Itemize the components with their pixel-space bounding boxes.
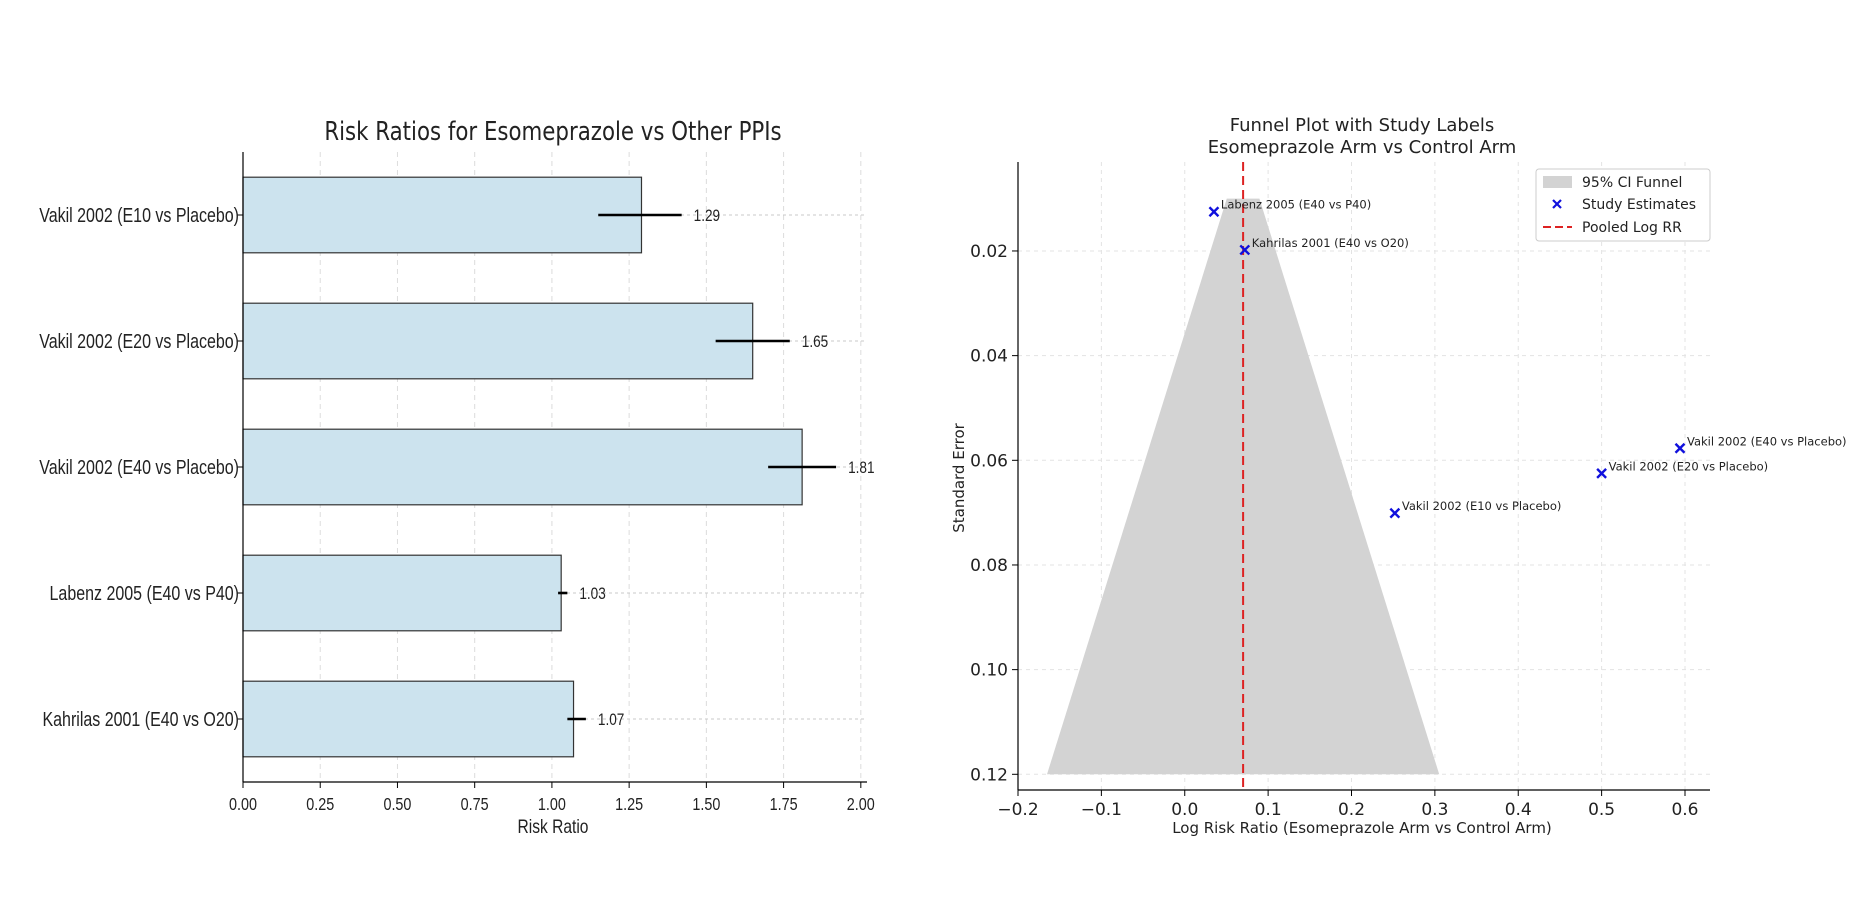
bar	[242, 428, 803, 506]
legend-label-points: Study Estimates	[1582, 197, 1696, 213]
legend-label-pooled: Pooled Log RR	[1582, 220, 1682, 236]
funnel-points: Labenz 2005 (E40 vs P40) Kahrilas 2001 (E…	[1208, 198, 1847, 519]
bar-value-label: 1.65	[802, 333, 828, 352]
marker-stroke	[1239, 244, 1251, 256]
funnel-title-line-2: Esomeprazole Arm vs Control Arm	[1208, 137, 1517, 158]
funnel-plot: Funnel Plot with Study Labels Esomeprazo…	[950, 115, 1847, 837]
funnel-y-tick-label: 0.10	[970, 661, 1008, 681]
bar-chart: 1.29 1.65 1.81 1.03 1.07 0.00 0.25 0.50 0.75 1.0…	[39, 116, 875, 837]
study-label: Vakil 2002 (E10 vs Placebo)	[1402, 499, 1562, 513]
bar-x-tick-label: 0.75	[461, 795, 489, 815]
bar-x-tick-label: 0.50	[383, 795, 411, 815]
study-estimate-marker	[1239, 244, 1251, 256]
bar-category-label: Vakil 2002 (E40 vs Placebo)	[39, 456, 239, 478]
funnel-x-tick-label: 0.5	[1588, 800, 1615, 820]
funnel-y-axis-label: Standard Error	[950, 422, 968, 532]
funnel-x-tick-label: 0.6	[1671, 800, 1698, 820]
funnel-x-tick-label: −0.2	[997, 800, 1038, 820]
bar-chart-title: Risk Ratios for Esomeprazole vs Other PP…	[324, 116, 781, 147]
bar-value-label: 1.03	[579, 585, 605, 604]
bar-x-tick-label: 2.00	[847, 795, 875, 815]
study-label: Labenz 2005 (E40 vs P40)	[1221, 198, 1371, 212]
study-estimate-marker	[1208, 206, 1220, 218]
funnel-legend: 95% CI Funnel Study Estimates Pooled Log…	[1535, 168, 1711, 242]
marker-stroke	[1389, 507, 1401, 519]
funnel-x-tick-label: 0.3	[1421, 800, 1448, 820]
bar-x-tick-label: 1.50	[692, 795, 720, 815]
funnel-y-tick-label: 0.12	[970, 765, 1008, 785]
funnel-axes: −0.2 −0.1 0.0 0.1 0.2 0.3 0.4 0.5 0.6 0.02 0.04 0.0…	[970, 162, 1710, 820]
funnel-x-tick-label: 0.1	[1255, 800, 1282, 820]
funnel-y-tick-label: 0.02	[970, 242, 1008, 262]
funnel-x-tick-label: 0.2	[1338, 800, 1365, 820]
marker-stroke	[1596, 468, 1607, 479]
legend-frame	[1535, 168, 1711, 242]
legend-swatch-points	[1552, 199, 1562, 209]
funnel-x-axis-label: Log Risk Ratio (Esomeprazole Arm vs Cont…	[1172, 819, 1552, 837]
bar-x-axis-label: Risk Ratio	[518, 816, 589, 838]
bar	[242, 554, 562, 632]
bar-category-label: Vakil 2002 (E20 vs Placebo)	[39, 330, 239, 352]
funnel-y-tick-label: 0.04	[970, 347, 1008, 367]
study-estimate-marker	[1389, 507, 1401, 519]
funnel-x-tick-label: 0.0	[1171, 800, 1198, 820]
bar-category-label: Kahrilas 2001 (E40 vs O20)	[42, 708, 239, 730]
legend-label-funnel: 95% CI Funnel	[1582, 175, 1682, 191]
marker-stroke	[1674, 442, 1686, 454]
study-label: Vakil 2002 (E40 vs Placebo)	[1687, 434, 1847, 448]
funnel-y-tick-label: 0.06	[970, 451, 1008, 471]
bar-x-tick-label: 1.75	[770, 795, 798, 815]
bar-value-label: 1.07	[598, 711, 624, 730]
legend-swatch-funnel	[1543, 176, 1572, 188]
bar-value-label: 1.81	[848, 459, 874, 478]
bar	[242, 680, 575, 758]
bar-marks: 1.29 1.65 1.81 1.03 1.07	[242, 176, 875, 758]
funnel-x-tick-label: 0.4	[1505, 800, 1532, 820]
bar	[242, 176, 643, 254]
bar-x-tick-label: 1.00	[538, 795, 566, 815]
bar-x-tick-label: 0.25	[306, 795, 334, 815]
funnel-x-tick-label: −0.1	[1081, 800, 1122, 820]
bar-x-tick-label: 1.25	[615, 795, 643, 815]
marker-stroke	[1208, 206, 1220, 218]
bar	[242, 302, 754, 380]
funnel-y-tick-label: 0.08	[970, 556, 1008, 576]
bar-x-tick-label: 0.00	[229, 795, 257, 815]
bar-category-label: Labenz 2005 (E40 vs P40)	[50, 582, 239, 604]
funnel-title-line-1: Funnel Plot with Study Labels	[1230, 115, 1495, 136]
bar-value-label: 1.29	[694, 207, 720, 226]
study-label: Kahrilas 2001 (E40 vs O20)	[1252, 236, 1409, 250]
bar-axes: 0.00 0.25 0.50 0.75 1.00 1.25 1.50 1.75 2.00 Vaki…	[39, 152, 875, 814]
study-estimate-marker	[1596, 468, 1607, 479]
study-estimate-marker	[1674, 442, 1686, 454]
study-label: Vakil 2002 (E20 vs Placebo)	[1609, 459, 1769, 473]
bar-category-label: Vakil 2002 (E10 vs Placebo)	[39, 204, 239, 226]
